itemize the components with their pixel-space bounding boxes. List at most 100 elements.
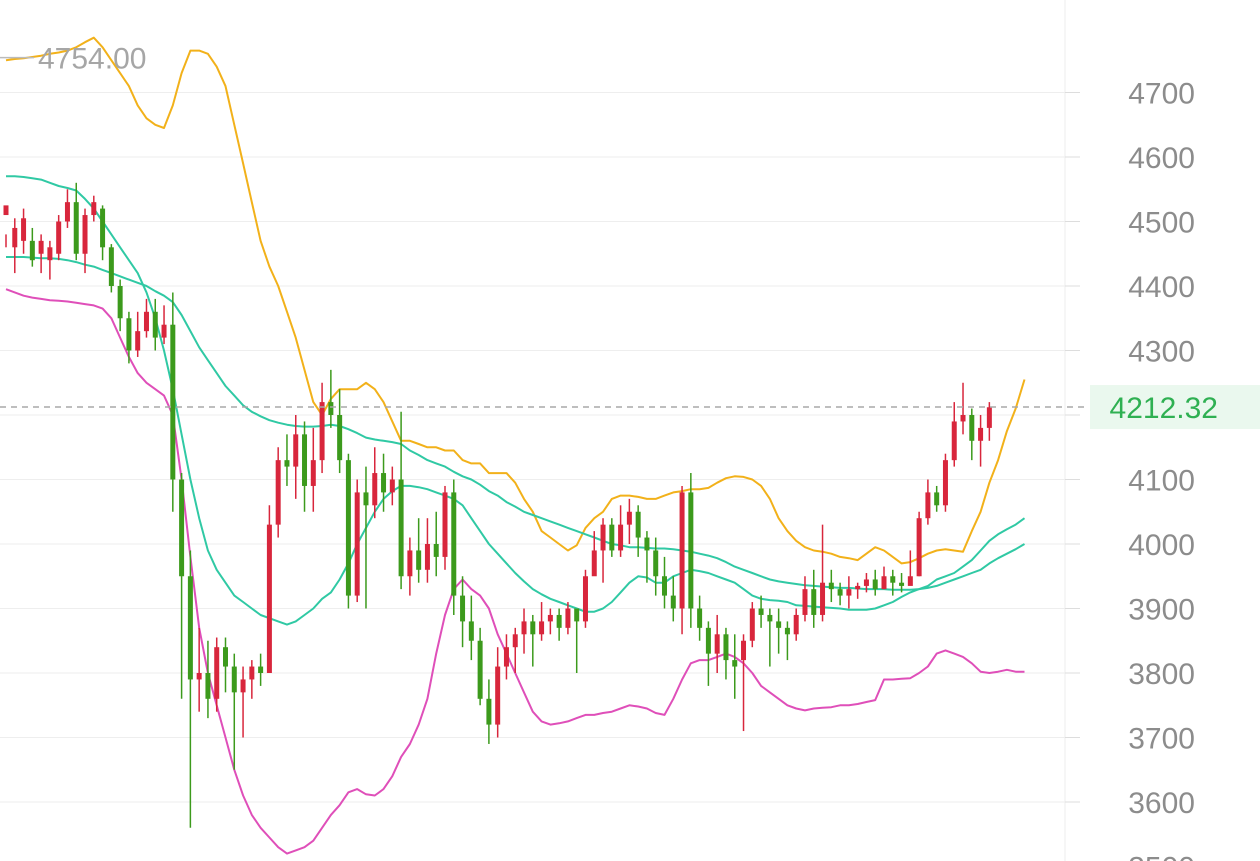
candle[interactable]: [381, 453, 387, 512]
candle[interactable]: [776, 608, 782, 654]
candle[interactable]: [530, 614, 536, 667]
candle[interactable]: [802, 576, 808, 622]
candle[interactable]: [108, 244, 114, 293]
candle[interactable]: [345, 453, 351, 609]
candle[interactable]: [521, 608, 527, 654]
candle[interactable]: [424, 518, 430, 583]
candle[interactable]: [697, 595, 703, 641]
candle[interactable]: [143, 298, 149, 338]
candle[interactable]: [319, 382, 325, 474]
candle[interactable]: [3, 205, 9, 248]
candle[interactable]: [310, 427, 316, 512]
candle[interactable]: [925, 479, 931, 525]
candle[interactable]: [187, 550, 193, 828]
candle[interactable]: [591, 531, 597, 577]
candle[interactable]: [934, 485, 940, 512]
candle[interactable]: [960, 382, 966, 435]
candle[interactable]: [890, 569, 896, 596]
candle[interactable]: [275, 447, 281, 538]
candle[interactable]: [249, 660, 255, 699]
candle[interactable]: [855, 582, 861, 599]
candle[interactable]: [398, 411, 404, 590]
candle[interactable]: [231, 653, 237, 770]
candle[interactable]: [503, 634, 509, 680]
candle[interactable]: [732, 634, 738, 699]
candle[interactable]: [117, 279, 123, 332]
candle[interactable]: [442, 485, 448, 570]
candle[interactable]: [91, 195, 97, 222]
candle[interactable]: [29, 227, 35, 267]
candle[interactable]: [495, 647, 501, 738]
candle[interactable]: [477, 627, 483, 706]
candle[interactable]: [460, 576, 466, 648]
candle[interactable]: [161, 305, 167, 345]
candle[interactable]: [723, 627, 729, 680]
candle[interactable]: [196, 627, 202, 712]
candle[interactable]: [354, 479, 360, 603]
candle[interactable]: [407, 537, 413, 596]
candle[interactable]: [758, 595, 764, 628]
candle[interactable]: [618, 505, 624, 557]
candle[interactable]: [389, 466, 395, 506]
candle[interactable]: [916, 511, 922, 577]
candle[interactable]: [451, 479, 457, 615]
candle[interactable]: [266, 505, 272, 673]
candle[interactable]: [56, 215, 62, 261]
candle[interactable]: [863, 573, 869, 593]
candle[interactable]: [135, 311, 141, 357]
candle[interactable]: [82, 208, 88, 274]
candle[interactable]: [433, 511, 439, 577]
candle[interactable]: [179, 473, 185, 699]
candle[interactable]: [820, 524, 826, 622]
candle[interactable]: [468, 595, 474, 661]
candle[interactable]: [170, 292, 176, 512]
candle[interactable]: [539, 602, 545, 641]
candle[interactable]: [100, 205, 106, 261]
candle[interactable]: [486, 679, 492, 744]
candle[interactable]: [126, 311, 132, 364]
candle[interactable]: [363, 466, 369, 609]
candle[interactable]: [811, 569, 817, 628]
candle[interactable]: [64, 189, 70, 228]
candle[interactable]: [337, 389, 343, 474]
candle[interactable]: [284, 434, 290, 486]
candle[interactable]: [258, 653, 264, 686]
candle[interactable]: [951, 402, 957, 467]
candle[interactable]: [749, 602, 755, 648]
candle[interactable]: [512, 627, 518, 673]
candle[interactable]: [705, 621, 711, 686]
candle[interactable]: [214, 637, 220, 712]
candle[interactable]: [574, 608, 580, 674]
candle[interactable]: [38, 234, 44, 274]
candle[interactable]: [582, 569, 588, 628]
candle[interactable]: [978, 415, 984, 467]
candle[interactable]: [609, 518, 615, 557]
candle[interactable]: [47, 240, 53, 280]
candle[interactable]: [644, 531, 650, 583]
candle[interactable]: [302, 421, 308, 512]
candle[interactable]: [899, 573, 905, 593]
candle[interactable]: [21, 208, 27, 254]
candle[interactable]: [653, 537, 659, 596]
candle[interactable]: [679, 485, 685, 635]
candle[interactable]: [416, 518, 422, 583]
candle[interactable]: [205, 640, 211, 719]
candle[interactable]: [969, 408, 975, 461]
candle[interactable]: [741, 634, 747, 732]
candle[interactable]: [293, 415, 299, 499]
candle[interactable]: [372, 447, 378, 519]
candle[interactable]: [784, 621, 790, 661]
candle[interactable]: [942, 453, 948, 512]
candle[interactable]: [793, 608, 799, 641]
candle[interactable]: [240, 666, 246, 738]
candle[interactable]: [223, 637, 228, 693]
candle[interactable]: [556, 608, 562, 641]
candle[interactable]: [767, 608, 773, 667]
candle[interactable]: [152, 298, 158, 351]
candle[interactable]: [881, 566, 887, 590]
candle[interactable]: [328, 369, 334, 428]
candle[interactable]: [907, 550, 913, 586]
candle[interactable]: [846, 576, 852, 609]
candle[interactable]: [12, 218, 18, 274]
